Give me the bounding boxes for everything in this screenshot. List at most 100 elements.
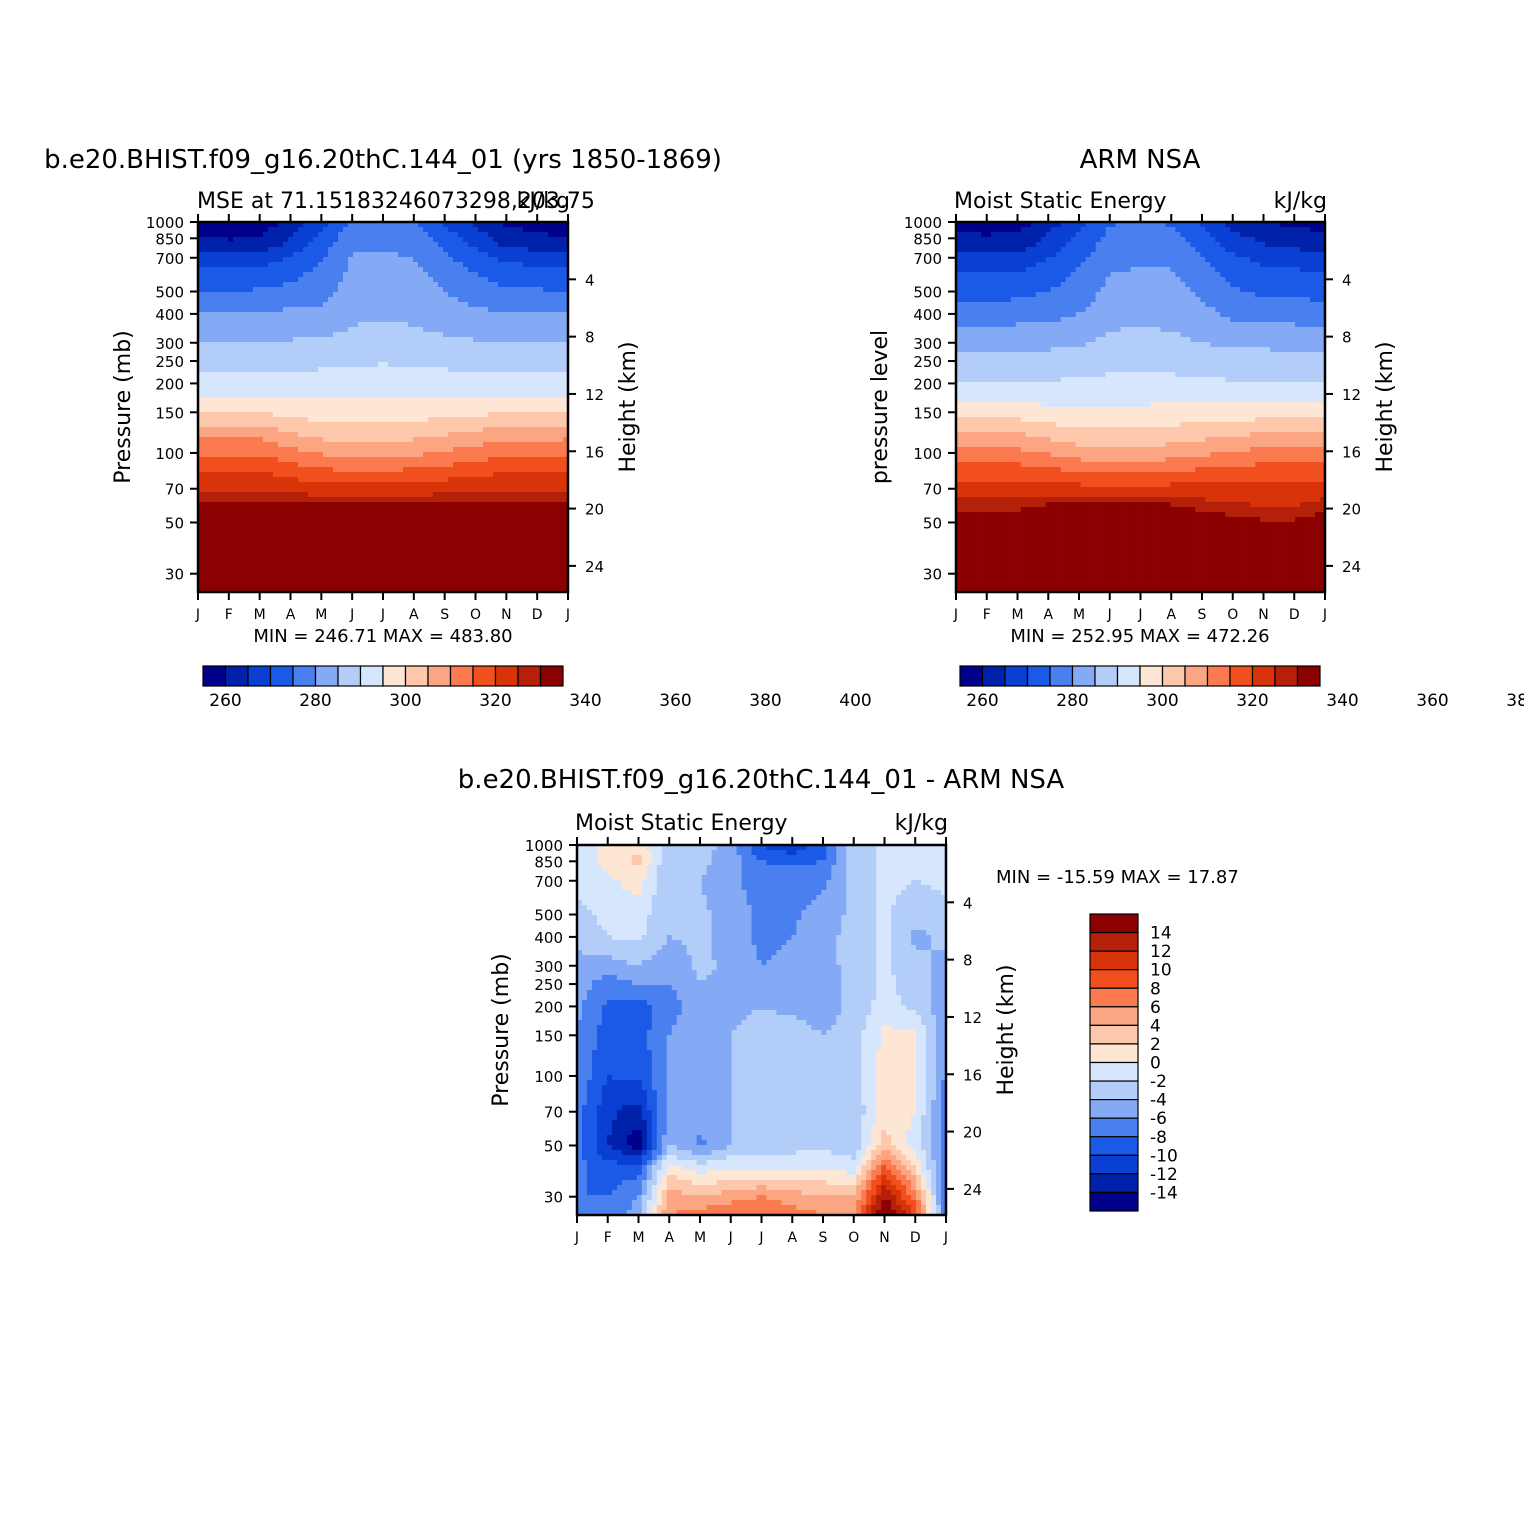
model-field-cell bbox=[508, 452, 514, 458]
model-field-cell bbox=[523, 292, 529, 298]
model-field-cell bbox=[518, 257, 524, 263]
model-field-cell bbox=[303, 362, 309, 368]
model-field-cell bbox=[258, 427, 264, 433]
model-field-cell bbox=[333, 357, 339, 363]
model-field-cell bbox=[423, 487, 429, 493]
model-field-cell bbox=[348, 317, 354, 323]
model-field-cell bbox=[278, 482, 284, 488]
model-field-cell bbox=[203, 402, 209, 408]
model-field-cell bbox=[358, 302, 364, 308]
model-field-cell bbox=[403, 312, 409, 318]
model-field-cell bbox=[328, 522, 334, 528]
model-field-cell bbox=[293, 287, 299, 293]
model-field-cell bbox=[378, 257, 384, 263]
model-field-cell bbox=[278, 442, 284, 448]
model-field-cell bbox=[483, 527, 489, 533]
model-field-cell bbox=[443, 552, 449, 558]
model-field-cell bbox=[283, 342, 289, 348]
model-field-cell bbox=[373, 507, 379, 513]
model-field-cell bbox=[508, 342, 514, 348]
model-field-cell bbox=[543, 527, 549, 533]
model-field-cell bbox=[398, 422, 404, 428]
model-field-cell bbox=[223, 522, 229, 528]
model-field-cell bbox=[393, 267, 399, 273]
model-field-cell bbox=[318, 502, 324, 508]
model-field-cell bbox=[258, 312, 264, 318]
model-field-cell bbox=[388, 352, 394, 358]
model-field-cell bbox=[318, 437, 324, 443]
model-field-cell bbox=[278, 357, 284, 363]
model-field-cell bbox=[413, 522, 419, 528]
model-field-cell bbox=[238, 317, 244, 323]
model-field-cell bbox=[463, 392, 469, 398]
model-field-cell bbox=[428, 462, 434, 468]
model-field-cell bbox=[358, 492, 364, 498]
model-field-cell bbox=[503, 417, 509, 423]
model-field-cell bbox=[233, 527, 239, 533]
model-field-cell bbox=[243, 442, 249, 448]
model-field-cell bbox=[483, 402, 489, 408]
model-field-cell bbox=[333, 487, 339, 493]
model-field-cell bbox=[453, 442, 459, 448]
model-field-cell bbox=[453, 537, 459, 543]
model-field-cell bbox=[423, 242, 429, 248]
model-field-cell bbox=[353, 452, 359, 458]
model-field-cell bbox=[383, 277, 389, 283]
model-field-cell bbox=[258, 417, 264, 423]
model-field-cell bbox=[523, 362, 529, 368]
model-field-cell bbox=[493, 532, 499, 538]
model-field-cell bbox=[383, 397, 389, 403]
model-field-cell bbox=[338, 422, 344, 428]
model-field-cell bbox=[448, 357, 454, 363]
model-field-cell bbox=[203, 227, 209, 233]
model-field-cell bbox=[233, 557, 239, 563]
model-field-cell bbox=[498, 482, 504, 488]
model-field-cell bbox=[523, 312, 529, 318]
model-field-cell bbox=[423, 437, 429, 443]
model-field-cell bbox=[358, 377, 364, 383]
model-field-cell bbox=[243, 537, 249, 543]
model-field-cell bbox=[378, 392, 384, 398]
model-field-cell bbox=[268, 237, 274, 243]
model-field-cell bbox=[558, 437, 564, 443]
model-field-cell bbox=[218, 257, 224, 263]
model-field-cell bbox=[313, 467, 319, 473]
model-field-cell bbox=[278, 382, 284, 388]
model-field-cell bbox=[308, 317, 314, 323]
model-field-cell bbox=[448, 447, 454, 453]
model-field-cell bbox=[333, 347, 339, 353]
model-field-cell bbox=[363, 517, 369, 523]
model-field-cell bbox=[293, 342, 299, 348]
model-field-cell bbox=[403, 377, 409, 383]
model-field-cell bbox=[458, 262, 464, 268]
model-field-cell bbox=[468, 437, 474, 443]
model-field-cell bbox=[258, 507, 264, 513]
model-contour-field bbox=[198, 222, 569, 593]
model-field-cell bbox=[313, 277, 319, 283]
model-field-cell bbox=[543, 432, 549, 438]
model-field-cell bbox=[448, 292, 454, 298]
model-field-cell bbox=[543, 357, 549, 363]
model-field-cell bbox=[468, 397, 474, 403]
model-field-cell bbox=[228, 252, 234, 258]
model-field-cell bbox=[218, 227, 224, 233]
model-field-cell bbox=[483, 287, 489, 293]
model-field-cell bbox=[258, 357, 264, 363]
model-field-cell bbox=[253, 337, 259, 343]
model-field-cell bbox=[483, 322, 489, 328]
model-field-cell bbox=[508, 302, 514, 308]
model-field-cell bbox=[313, 357, 319, 363]
model-field-cell bbox=[323, 527, 329, 533]
model-field-cell bbox=[388, 392, 394, 398]
model-field-cell bbox=[318, 257, 324, 263]
model-field-cell bbox=[228, 532, 234, 538]
model-field-cell bbox=[513, 517, 519, 523]
model-field-cell bbox=[533, 527, 539, 533]
model-field-cell bbox=[328, 227, 334, 233]
model-field-cell bbox=[453, 287, 459, 293]
model-field-cell bbox=[213, 377, 219, 383]
model-field-cell bbox=[348, 482, 354, 488]
model-field-cell bbox=[458, 337, 464, 343]
model-field-cell bbox=[253, 272, 259, 278]
model-field-cell bbox=[393, 327, 399, 333]
